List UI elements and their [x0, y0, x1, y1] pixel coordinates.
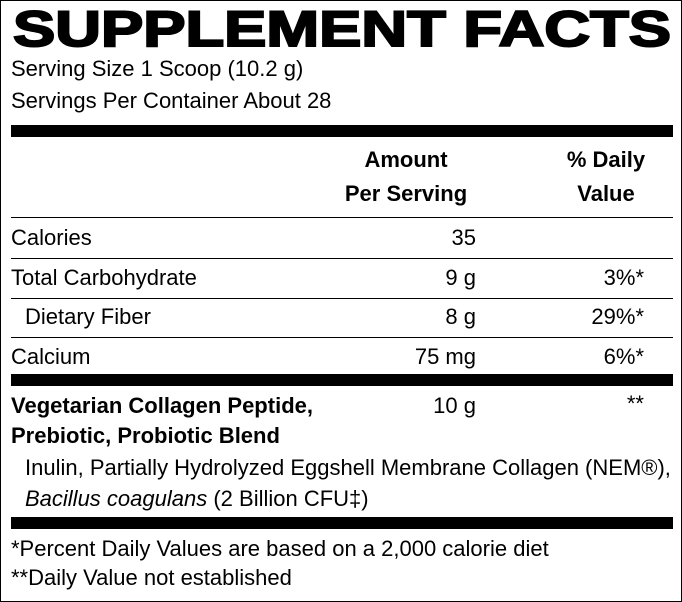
row-name: Calcium: [11, 343, 91, 369]
rule: [11, 297, 673, 299]
footnote: *Percent Daily Values are based on a 2,0…: [11, 536, 549, 561]
row-name: Total Carbohydrate: [11, 264, 197, 290]
thick-rule: [11, 374, 673, 386]
blend-name: Vegetarian Collagen Peptide, Prebiotic, …: [11, 393, 313, 448]
row-dv: 3%*: [603, 264, 644, 290]
rule: [11, 258, 673, 259]
title-box: SUPPLEMENT FACTS: [12, 1, 672, 57]
amount-header: Amount: [364, 147, 448, 172]
blend-amount: 10 g: [433, 393, 476, 418]
title: SUPPLEMENT FACTS: [13, 1, 671, 57]
row-dv: 29%*: [591, 304, 644, 329]
row-amount: 9 g: [445, 264, 476, 290]
footnote: **Daily Value not established: [11, 565, 292, 590]
dv-header: % Daily: [566, 147, 646, 172]
servings-per-container: Servings Per Container About 28: [11, 88, 332, 113]
dv-header: Value: [577, 181, 635, 206]
thick-rule: [11, 125, 673, 137]
blend-dv: **: [626, 391, 644, 416]
row-amount: 8 g: [445, 304, 476, 329]
amount-header: Per Serving: [344, 181, 468, 206]
ingredients-text: Inulin, Partially Hydrolyzed Eggshell Me…: [25, 455, 671, 480]
row-dv: 6%*: [603, 343, 644, 369]
thick-rule: [11, 517, 673, 529]
rule: [11, 337, 673, 338]
blend-ingredients: Inulin, Partially Hydrolyzed Eggshell Me…: [25, 452, 675, 514]
serving-size: Serving Size 1 Scoop (10.2 g): [11, 56, 304, 81]
ingredients-italic: Bacillus coagulans: [25, 486, 208, 511]
rule: [11, 217, 673, 218]
row-amount: 35: [451, 225, 476, 250]
row-name: Dietary Fiber: [25, 304, 151, 329]
row-name: Calories: [11, 225, 92, 250]
ingredients-text: (2 Billion CFU‡): [207, 486, 369, 511]
row-amount: 75 mg: [414, 343, 476, 369]
